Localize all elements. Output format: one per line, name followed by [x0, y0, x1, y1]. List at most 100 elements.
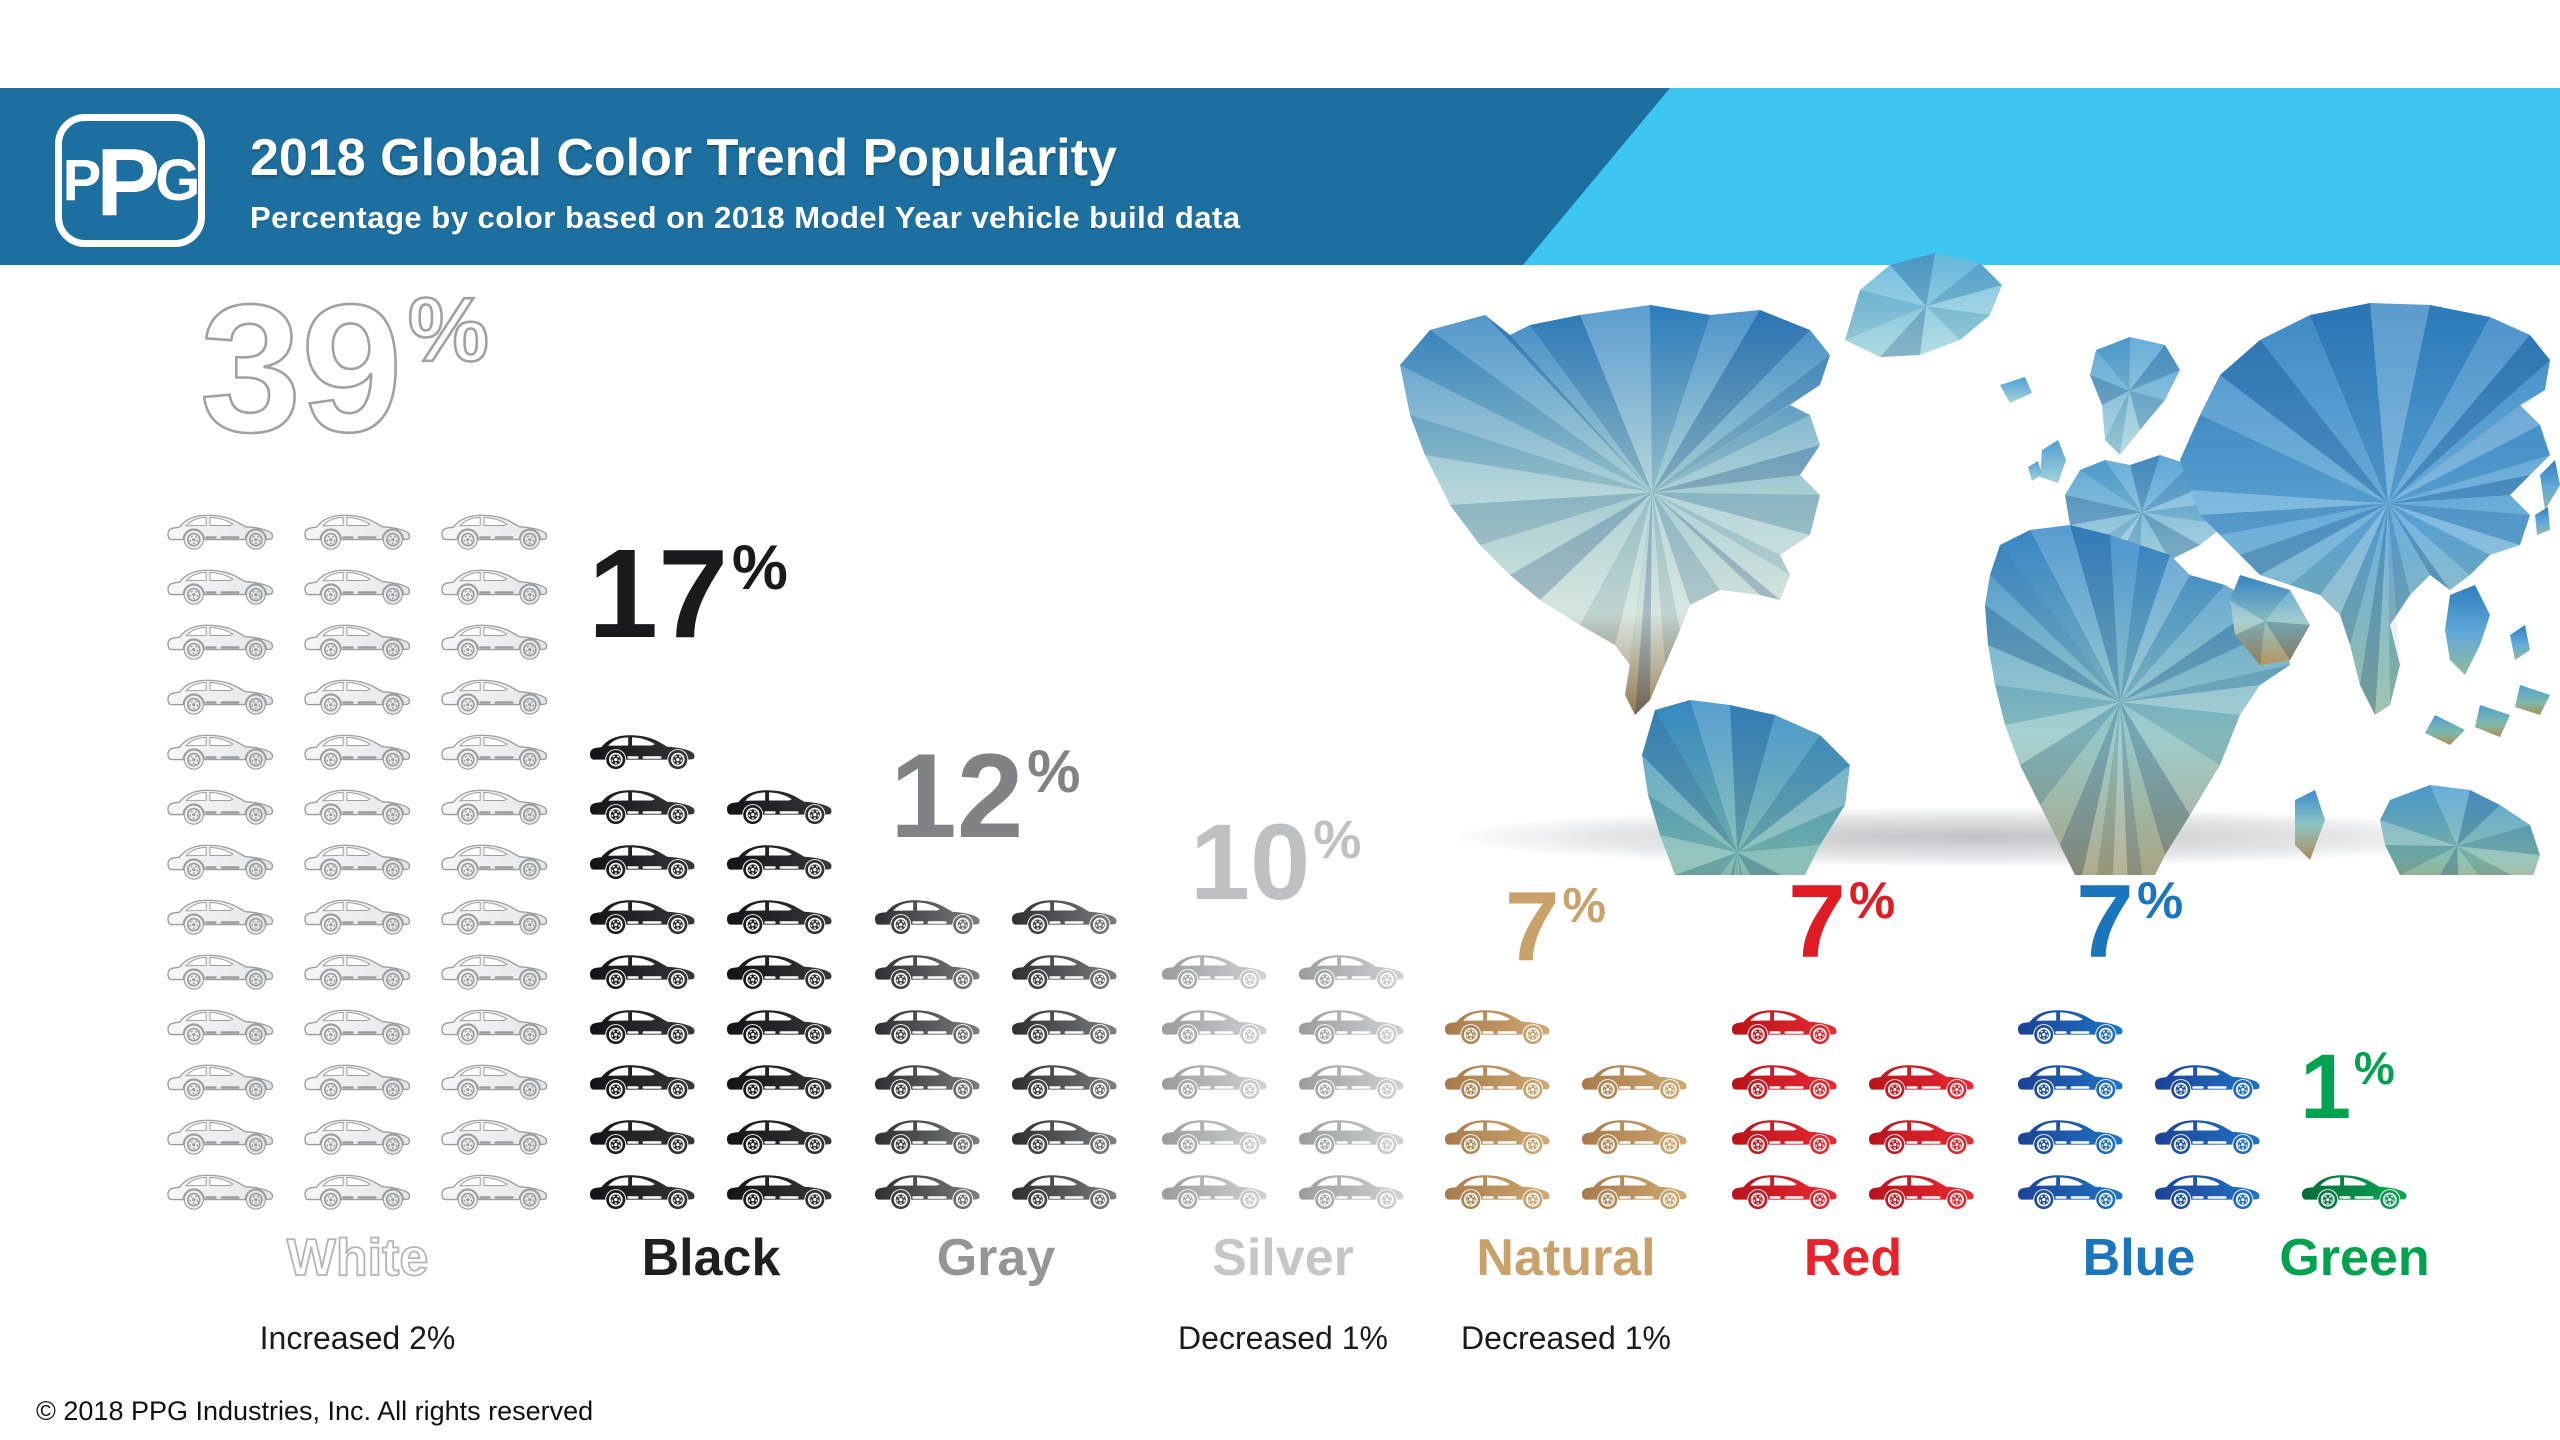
car-icon-white: [304, 514, 411, 550]
car-icon-white: [441, 1009, 548, 1045]
car-icon-white: [304, 679, 411, 715]
map-facet: [2400, 846, 2457, 875]
continent-shape: [1845, 253, 2002, 357]
car-icon-natural: [1444, 1119, 1551, 1155]
category-label-gray: Gray: [936, 1229, 1056, 1287]
car-icon-white: [167, 734, 274, 770]
map-facet: [1400, 330, 1653, 493]
map-facet: [2388, 360, 2550, 504]
map-facet: [2120, 545, 2170, 703]
car-icon-white: [167, 679, 274, 715]
map-facet: [2120, 702, 2165, 875]
map-facet: [2200, 503, 2389, 535]
map-facet: [2190, 490, 2389, 515]
map-facet: [2388, 503, 2400, 665]
car-icon-silver: [1298, 1174, 1405, 1210]
map-facet: [2370, 303, 2430, 504]
percent-sign: %: [2353, 1042, 2395, 1095]
map-facet: [2065, 470, 2142, 513]
percent-sign: %: [1027, 737, 1081, 805]
map-facet: [2388, 455, 2550, 504]
car-icon-natural: [1581, 1064, 1688, 1100]
map-facet: [1860, 265, 1927, 307]
map-facet: [1737, 852, 1781, 875]
car-icon-blue: [2017, 1009, 2124, 1045]
car-icon-white: [441, 569, 548, 605]
map-facet: [1625, 492, 1653, 695]
car-icon-gray: [1011, 899, 1118, 935]
map-facet: [1890, 253, 1935, 307]
car-icon-red: [1731, 1119, 1838, 1155]
map-facet: [2096, 337, 2130, 391]
car-icon-white: [441, 954, 548, 990]
car-icon-black: [589, 1174, 696, 1210]
map-facet: [2265, 590, 2310, 625]
percent-sign: %: [407, 280, 491, 382]
map-facet: [2456, 805, 2530, 847]
map-facet: [2120, 702, 2240, 765]
map-facet: [1540, 492, 1653, 625]
map-facet: [2388, 503, 2520, 555]
map-facet: [1985, 575, 2121, 703]
car-icon-white: [441, 624, 548, 660]
car-icon-black: [726, 844, 833, 880]
page-subtitle: Percentage by color based on 2018 Model …: [250, 200, 1241, 235]
car-icon-gray: [1011, 1119, 1118, 1155]
continent-shape: [2090, 337, 2180, 455]
map-facet: [2456, 825, 2540, 855]
map-facet: [2260, 621, 2290, 665]
logo-letter: P: [96, 128, 160, 236]
car-icon-white: [167, 624, 274, 660]
car-icon-black: [589, 899, 696, 935]
natural-percent-value: 7%: [1505, 877, 1606, 976]
car-icon-gray: [874, 899, 981, 935]
map-facet: [2388, 425, 2550, 504]
car-icon-black: [726, 1174, 833, 1210]
map-facet: [2388, 503, 2530, 545]
map-facet: [2102, 390, 2130, 440]
continent-shape: [2380, 785, 2540, 875]
category-label-black: Black: [641, 1229, 781, 1287]
map-facet: [2080, 460, 2142, 513]
logo-letter: P: [62, 147, 102, 213]
map-facet: [2120, 585, 2260, 703]
continent-shape: [1400, 305, 1830, 715]
continent-shape: [2475, 705, 2510, 737]
map-facet: [1990, 545, 2121, 703]
map-facet: [1650, 492, 1665, 700]
car-icon-white: [167, 1119, 274, 1155]
continent-shape: [1985, 525, 2290, 875]
map-facet: [1450, 492, 1653, 545]
map-facet: [2060, 702, 2121, 875]
map-facet: [2340, 503, 2389, 645]
car-icon-white: [304, 569, 411, 605]
world-map-illustration: [1400, 253, 2560, 875]
map-facet: [1430, 315, 1653, 493]
map-facet: [2388, 495, 2530, 515]
car-icon-white: [441, 679, 548, 715]
trend-note-natural: Decreased 1%: [1461, 1320, 1671, 1356]
map-facet: [2129, 345, 2180, 391]
map-facet: [2380, 800, 2457, 847]
car-icon-white: [441, 1064, 548, 1100]
continent-shape: [2510, 625, 2530, 660]
map-facet: [1652, 492, 1810, 555]
map-facet: [2220, 340, 2389, 504]
map-facet: [1652, 492, 1820, 535]
map-facet: [2290, 503, 2389, 595]
map-facet: [1480, 492, 1653, 575]
car-icon-black: [726, 1119, 833, 1155]
map-facet: [1652, 492, 1790, 600]
car-icon-gray: [874, 1064, 981, 1100]
percent-sign: %: [1313, 809, 1362, 870]
map-facet: [1655, 700, 1738, 853]
map-facet: [1580, 492, 1653, 645]
map-facet: [1652, 492, 1680, 665]
car-icon-silver: [1161, 1064, 1268, 1100]
car-icon-white: [441, 899, 548, 935]
map-facet: [1730, 705, 1775, 853]
map-facet: [1652, 330, 1830, 493]
car-icon-white: [167, 569, 274, 605]
car-icon-blue: [2154, 1174, 2261, 1210]
map-facet: [2388, 503, 2490, 575]
